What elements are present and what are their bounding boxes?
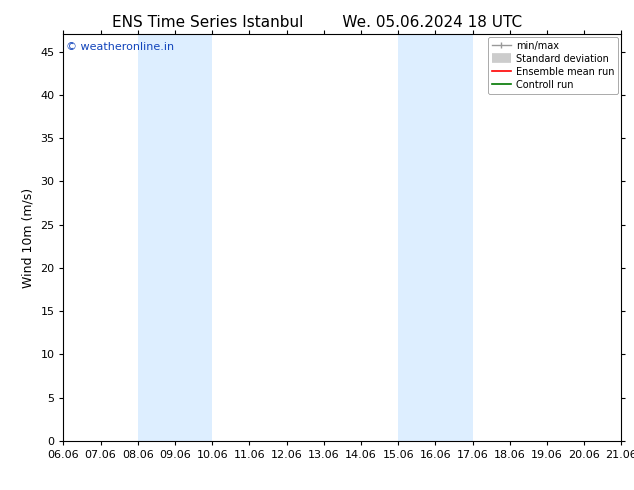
Bar [398, 34, 472, 441]
Bar [138, 34, 212, 441]
Text: ENS Time Series Istanbul        We. 05.06.2024 18 UTC: ENS Time Series Istanbul We. 05.06.2024 … [112, 15, 522, 30]
Y-axis label: Wind 10m (m/s): Wind 10m (m/s) [22, 188, 35, 288]
Legend: min/max, Standard deviation, Ensemble mean run, Controll run: min/max, Standard deviation, Ensemble me… [488, 37, 618, 94]
Text: © weatheronline.in: © weatheronline.in [66, 43, 174, 52]
